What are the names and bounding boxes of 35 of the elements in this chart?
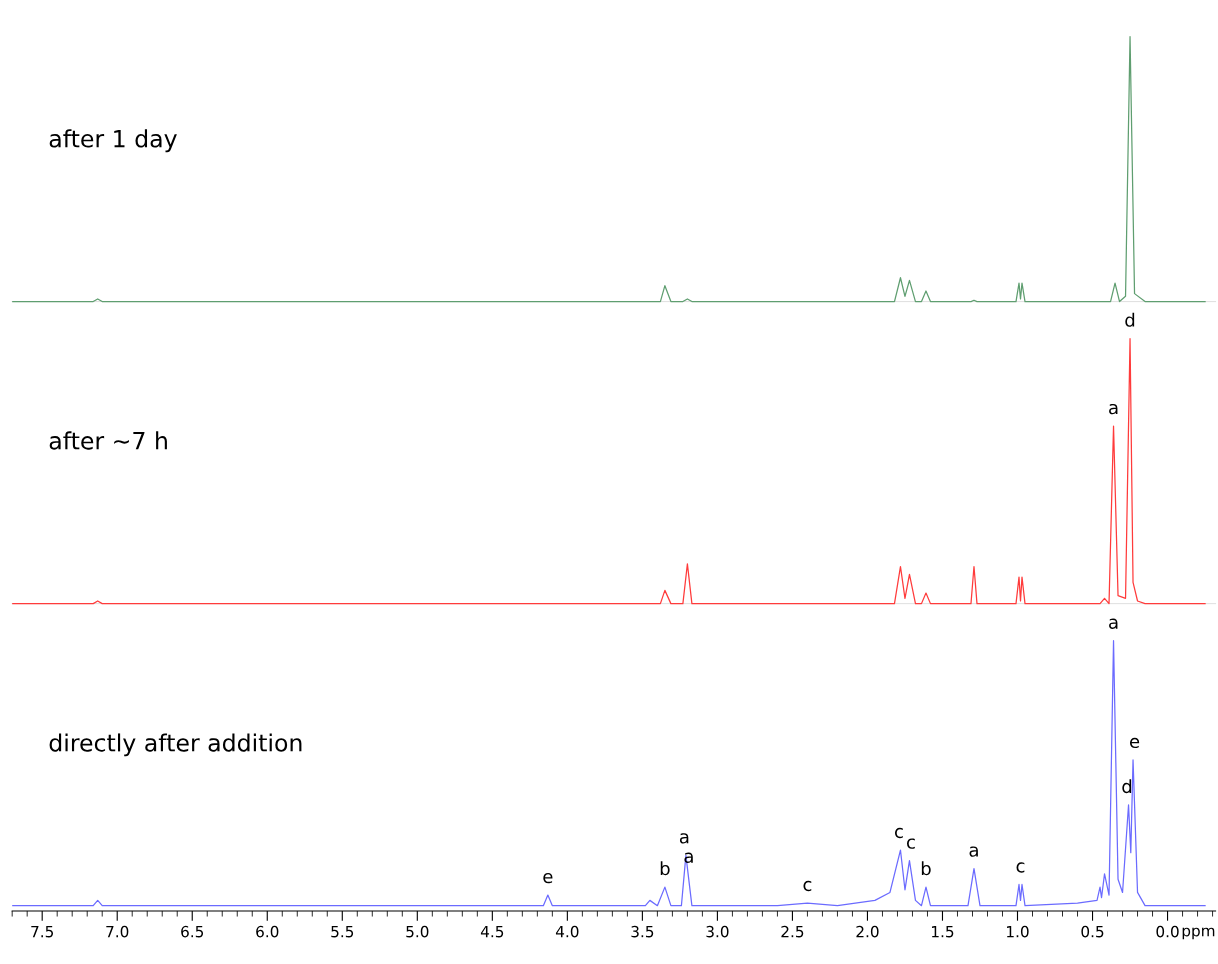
annotation: c xyxy=(907,838,915,849)
x-tick-label: 5.0 xyxy=(406,925,429,938)
text: directly after addition xyxy=(49,733,302,757)
x-tick-label: 2.0 xyxy=(856,925,879,938)
x-tick-label: 5.5 xyxy=(331,926,354,938)
annotation: d xyxy=(1125,312,1135,327)
annotation: e xyxy=(543,872,553,884)
x-tick-label: 3.5 xyxy=(631,925,654,938)
x-tick-label: 7.5 xyxy=(31,926,53,938)
annotation: a xyxy=(679,833,689,844)
x-tick-label: 1.5 xyxy=(932,926,954,938)
x-tick-label: 2.5 xyxy=(781,925,804,938)
x-tick-label: 0.0 xyxy=(1156,925,1179,938)
x-tick-label: 7.0 xyxy=(106,925,129,938)
x-tick-label: 6.0 xyxy=(256,925,279,938)
x-tick-label: 4.5 xyxy=(480,926,504,938)
annotation: e xyxy=(1129,737,1140,749)
text: after ~7 h xyxy=(49,431,167,450)
annotation: c xyxy=(1016,862,1025,873)
annotation: a xyxy=(684,852,693,863)
x-tick-label: 4.0 xyxy=(555,925,579,938)
x-tick-label: 0.5 xyxy=(1081,925,1104,938)
annotation: a xyxy=(969,846,978,857)
annotation: a xyxy=(1109,618,1118,629)
x-tick-label: 3.0 xyxy=(706,925,729,938)
text: after 1 day xyxy=(49,129,177,153)
x-axis-title: ppm xyxy=(1182,927,1215,940)
annotation: d xyxy=(1122,779,1132,794)
annotation: b xyxy=(921,861,931,876)
annotation: b xyxy=(660,861,670,876)
annotation: a xyxy=(1109,403,1118,415)
x-tick-label: 6.5 xyxy=(181,925,204,938)
annotation: c xyxy=(894,827,903,839)
x-tick-label: 1.0 xyxy=(1007,925,1029,938)
annotation: c xyxy=(803,880,812,892)
